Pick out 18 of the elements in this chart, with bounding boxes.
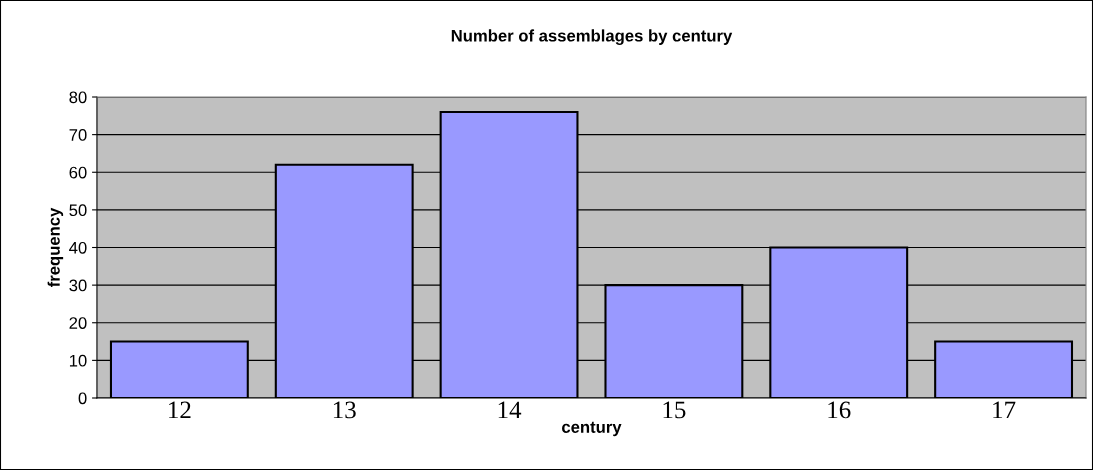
- y-tick-label: 80: [69, 91, 87, 104]
- y-tick-label: 20: [69, 317, 87, 329]
- x-tick-label: 15: [663, 401, 686, 419]
- y-tick-label: 0: [78, 392, 87, 405]
- x-tick-label: 12: [169, 401, 191, 419]
- y-tick-label: 60: [69, 166, 87, 179]
- x-tick-label: 17: [993, 401, 1016, 419]
- y-tick-label: 10: [69, 354, 87, 367]
- x-tick-label: 13: [333, 401, 356, 419]
- x-tick-label: 14: [498, 401, 522, 419]
- chart-title: Number of assemblages by century: [451, 29, 733, 45]
- x-tick-label: 16: [828, 401, 851, 419]
- x-axis-title: century: [562, 421, 622, 437]
- y-tick-label: 50: [69, 204, 87, 217]
- y-tick-label: 40: [69, 241, 87, 254]
- y-tick-label: 70: [69, 129, 87, 141]
- y-tick-label: 30: [69, 279, 87, 292]
- y-axis-title: frequency: [47, 207, 64, 288]
